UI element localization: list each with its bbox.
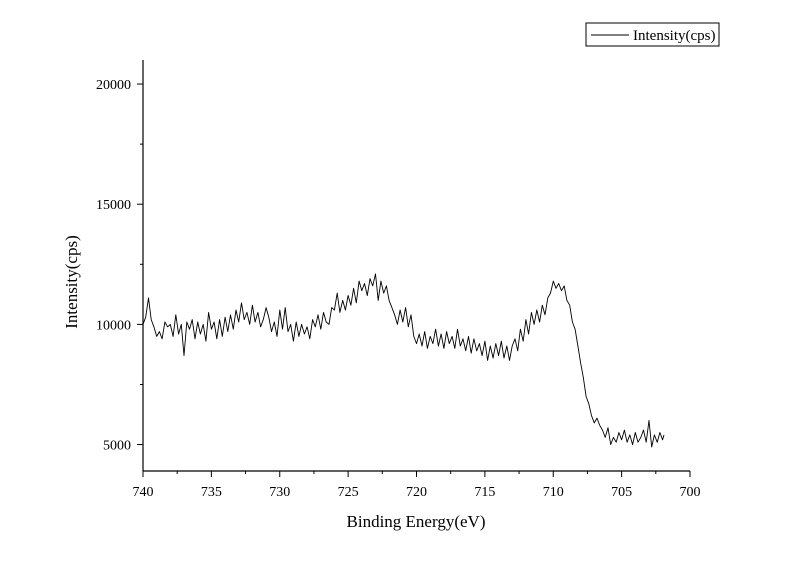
y-ticks: 5000 10000 15000 20000 xyxy=(96,78,143,454)
plot-area xyxy=(142,273,665,448)
legend: Intensity(cps) xyxy=(585,22,720,47)
x-tick-label: 740 xyxy=(133,485,154,500)
x-tick-label: 720 xyxy=(406,485,427,500)
y-tick-label: 5000 xyxy=(103,439,131,454)
x-tick-label: 700 xyxy=(680,485,701,500)
x-tick-label: 705 xyxy=(611,485,632,500)
axes xyxy=(142,60,690,472)
y-axis-title: Intensity(cps) xyxy=(62,235,81,328)
legend-box xyxy=(585,22,720,47)
y-tick-label: 20000 xyxy=(96,78,131,93)
x-axis-title: Binding Energy(eV) xyxy=(347,512,486,531)
x-ticks: 740 735 730 725 720 715 710 705 700 xyxy=(133,471,701,500)
x-tick-label: 730 xyxy=(269,485,290,500)
x-tick-label: 725 xyxy=(338,485,359,500)
series-line-intensity xyxy=(142,273,665,448)
x-tick-label: 735 xyxy=(201,485,222,500)
y-tick-label: 10000 xyxy=(96,318,131,333)
y-tick-label: 15000 xyxy=(96,198,131,213)
legend-label: Intensity(cps) xyxy=(633,28,715,44)
x-tick-label: 710 xyxy=(543,485,564,500)
x-tick-label: 715 xyxy=(474,485,495,500)
